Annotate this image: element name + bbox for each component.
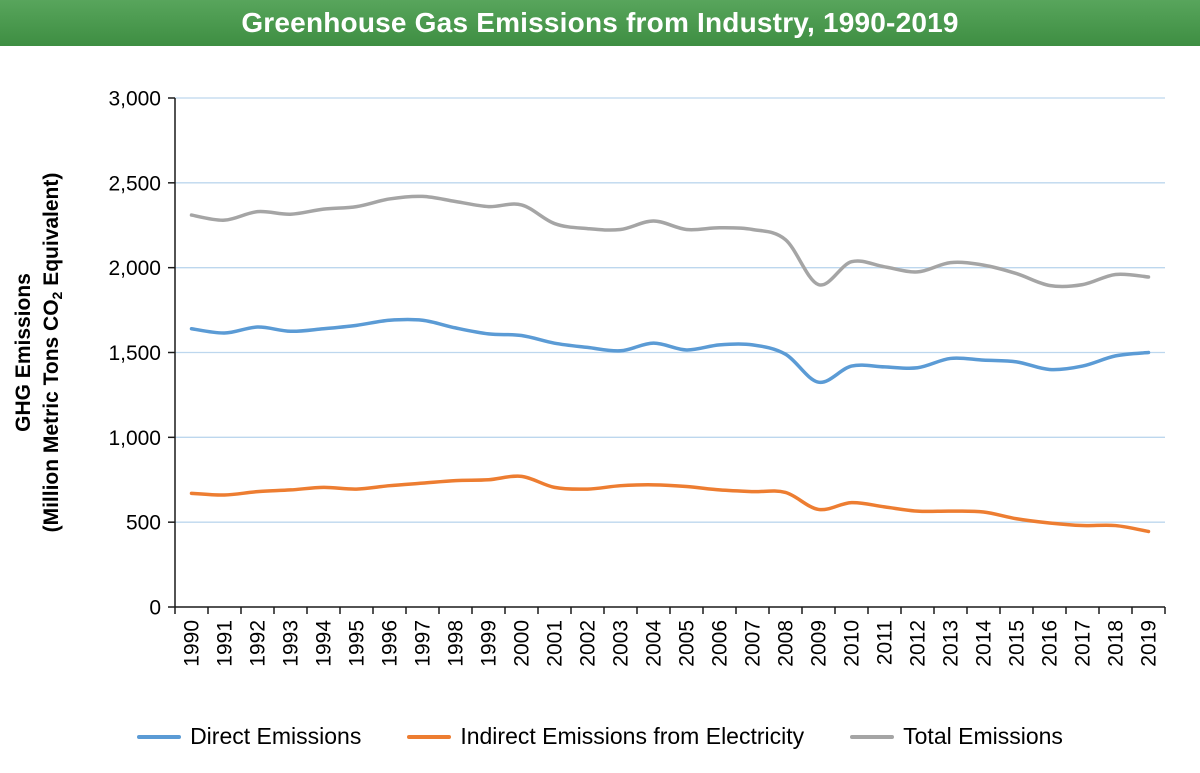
legend-swatch-total-emissions (850, 734, 895, 739)
legend-label-direct-emissions: Direct Emissions (190, 723, 362, 749)
series-line-indirect-emissions-from-electricity (189, 474, 1151, 534)
y-axis-title-line2: (Million Metric Tons CO2 Equivalent) (40, 173, 65, 533)
x-tick-label: 2003 (610, 620, 633, 667)
x-tick-label: 1995 (346, 620, 369, 667)
legend-swatch-indirect-emissions-from-electricity (407, 734, 452, 739)
x-tick-label: 2008 (775, 620, 798, 667)
legend-label-total-emissions: Total Emissions (903, 723, 1063, 749)
series-line-direct-emissions (189, 317, 1151, 384)
x-tick-label: 1998 (445, 620, 468, 667)
x-tick-label: 2018 (1105, 620, 1128, 667)
x-tick-label: 2007 (742, 620, 765, 667)
x-tick-label: 2015 (1006, 620, 1029, 667)
x-tick-label: 2001 (544, 620, 567, 667)
y-tick-label: 2,000 (108, 257, 161, 280)
x-tick-label: 2010 (841, 620, 864, 667)
x-tick-label: 2002 (577, 620, 600, 667)
line-chart: 0 500 1,000 1,500 2,000 2,500 3,000 1990 1991 199… (12, 88, 1166, 667)
x-tick-label: 1990 (181, 620, 204, 667)
x-tick-label: 2017 (1072, 620, 1095, 667)
chart-title-banner: Greenhouse Gas Emissions from Industry, … (0, 0, 1200, 46)
x-tick-label: 1994 (313, 620, 336, 667)
y-tick-label: 500 (126, 512, 161, 535)
x-tick-label: 2019 (1138, 620, 1161, 667)
legend-label-indirect-emissions-from-electricity: Indirect Emissions from Electricity (460, 723, 805, 749)
x-tick-label: 1999 (478, 620, 501, 667)
x-tick-label: 1993 (280, 620, 303, 667)
x-tick-label: 1997 (412, 620, 435, 667)
x-tick-label: 2011 (874, 620, 897, 665)
x-tick-label: 2005 (676, 620, 699, 667)
legend-item-direct-emissions: Direct Emissions (137, 723, 361, 750)
x-tick-label: 1992 (247, 620, 270, 667)
y-tick-label: 1,000 (108, 427, 161, 450)
legend: Direct Emissions Indirect Emissions from … (0, 700, 1200, 773)
x-tick-label: 2014 (973, 620, 996, 667)
y-axis-title-line1: GHG Emissions (12, 273, 35, 432)
x-tick-label: 2016 (1039, 620, 1062, 667)
y-tick-label: 3,000 (108, 88, 161, 111)
legend-item-total-emissions: Total Emissions (850, 723, 1063, 750)
series-line-total-emissions (189, 194, 1151, 289)
x-tick-label: 2013 (940, 620, 963, 667)
legend-swatch-direct-emissions (137, 734, 182, 739)
chart-area: 0 500 1,000 1,500 2,000 2,500 3,000 1990 1991 199… (0, 46, 1200, 700)
x-tick-label: 2000 (511, 620, 534, 667)
x-tick-label: 2012 (907, 620, 930, 667)
legend-item-indirect-emissions-from-electricity: Indirect Emissions from Electricity (407, 723, 804, 750)
chart-title: Greenhouse Gas Emissions from Industry, … (241, 7, 959, 38)
x-tick-label: 2004 (643, 620, 666, 667)
y-tick-label: 1,500 (108, 342, 161, 365)
x-tick-label: 1996 (379, 620, 402, 667)
y-tick-label: 2,500 (108, 172, 161, 195)
x-tick-label: 2006 (709, 620, 732, 667)
x-tick-label: 2009 (808, 620, 831, 667)
x-tick-label: 1991 (214, 620, 237, 667)
y-tick-label: 0 (149, 597, 161, 620)
